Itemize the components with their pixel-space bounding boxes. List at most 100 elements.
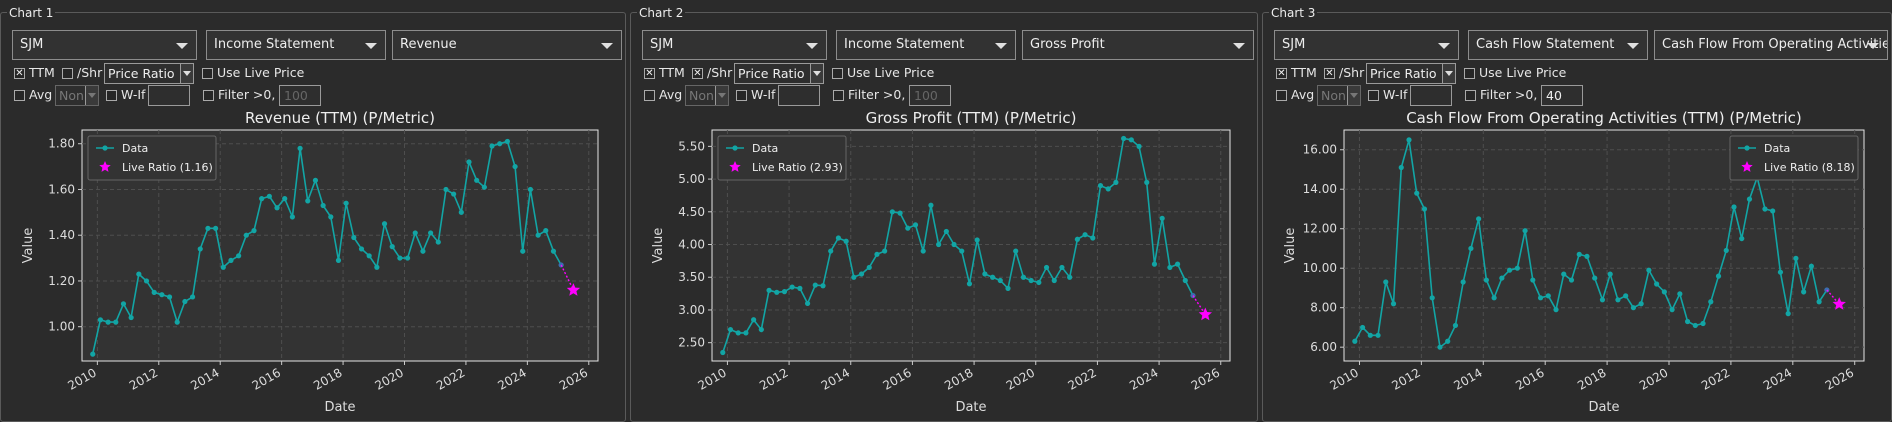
per-share-checkbox[interactable]: ✕ [692, 68, 703, 79]
data-point [1113, 179, 1119, 185]
filter-input[interactable]: 100 [279, 85, 321, 106]
data-point [228, 257, 234, 263]
live-price-checkbox[interactable] [202, 68, 213, 79]
chevron-down-icon [1627, 43, 1639, 49]
y-tick-label: 12.00 [1303, 222, 1337, 236]
metric-select[interactable]: Revenue [392, 30, 622, 60]
data-point [1777, 269, 1784, 275]
legend-data-marker [1744, 145, 1750, 151]
ticker-select[interactable]: SJM [12, 30, 197, 60]
chevron-down-icon [715, 86, 728, 105]
data-point [1036, 279, 1042, 286]
filter-input[interactable]: 100 [909, 85, 951, 106]
data-point [735, 330, 741, 336]
data-point [1082, 232, 1088, 238]
filter-checkbox[interactable] [833, 90, 844, 101]
filter-input[interactable]: 40 [1541, 85, 1583, 106]
data-point [1483, 277, 1489, 283]
statement-select[interactable]: Income Statement [206, 30, 386, 60]
data-point [1746, 196, 1753, 202]
data-point [943, 228, 949, 235]
data-point [358, 246, 365, 252]
avg-checkbox[interactable] [644, 90, 655, 101]
filter-checkbox[interactable] [1465, 90, 1476, 101]
data-point [1584, 253, 1590, 259]
y-tick-label: 8.00 [1310, 301, 1337, 315]
avg-checkbox[interactable] [1276, 90, 1287, 101]
avg-checkbox[interactable] [14, 90, 25, 101]
live-price-checkbox[interactable] [1464, 68, 1475, 79]
data-point [1646, 267, 1652, 273]
data-point [866, 264, 872, 271]
mode-select[interactable]: Price Ratio [104, 63, 194, 84]
live-price-checkbox[interactable] [832, 68, 843, 79]
mode-select[interactable]: Price Ratio [734, 63, 824, 84]
data-point [174, 319, 180, 325]
filter-checkbox[interactable] [203, 90, 214, 101]
data-point [550, 248, 557, 254]
x-tick-label: 2022 [1065, 365, 1098, 392]
ttm-checkbox[interactable]: ✕ [1276, 68, 1287, 79]
data-point [789, 284, 795, 290]
data-point [335, 257, 342, 263]
legend-live-ratio-label: Live Ratio (1.16) [122, 161, 213, 174]
data-point [1352, 338, 1358, 344]
data-point [1097, 183, 1104, 189]
y-axis-label: Value [1283, 228, 1298, 264]
metric-select-value: Gross Profit [1030, 37, 1105, 52]
data-point [1128, 137, 1134, 143]
filter-label: Filter >0, < [1480, 87, 1552, 102]
data-point [1762, 206, 1768, 212]
live-ratio-connector [560, 264, 575, 291]
chart-panel: Chart 3 SJM Cash Flow Statement Cash Flow F… [1262, 0, 1892, 422]
metric-select-value: Cash Flow From Operating Activities [1662, 37, 1888, 52]
y-tick-label: 16.00 [1303, 143, 1337, 157]
data-point [1615, 297, 1621, 303]
avg-select[interactable]: Non [1317, 85, 1361, 106]
data-point [1731, 204, 1737, 210]
avg-select[interactable]: Non [55, 85, 99, 106]
mode-select[interactable]: Price Ratio [1366, 63, 1456, 84]
data-series-line [1354, 139, 1828, 349]
x-tick-label: 2014 [819, 365, 852, 392]
data-point [205, 225, 211, 231]
data-point [1715, 273, 1722, 279]
panel-title: Chart 3 [1269, 6, 1318, 20]
data-point [435, 239, 441, 245]
what-if-label: W-If [751, 87, 776, 102]
metric-select[interactable]: Gross Profit [1022, 30, 1254, 60]
data-point [1167, 264, 1173, 271]
avg-label: Avg [659, 87, 683, 102]
data-point [97, 317, 104, 323]
data-point [1429, 295, 1435, 301]
statement-select[interactable]: Cash Flow Statement [1468, 30, 1648, 60]
y-tick-label: 1.60 [48, 182, 75, 196]
mode-select-value: Price Ratio [1370, 66, 1437, 81]
x-tick-label: 2010 [65, 365, 98, 392]
data-point [889, 209, 895, 215]
avg-select[interactable]: Non [685, 85, 729, 106]
ticker-select-value: SJM [20, 37, 44, 52]
what-if-checkbox[interactable] [1368, 90, 1379, 101]
statement-select[interactable]: Income Statement [836, 30, 1016, 60]
metric-select[interactable]: Cash Flow From Operating Activities [1654, 30, 1888, 60]
x-tick-label: 2014 [1451, 365, 1484, 392]
y-tick-label: 2.50 [678, 336, 705, 350]
y-tick-label: 10.00 [1303, 261, 1337, 275]
what-if-checkbox[interactable] [106, 90, 117, 101]
data-point [527, 186, 534, 193]
per-share-checkbox[interactable]: ✕ [1324, 68, 1335, 79]
ttm-checkbox[interactable]: ✕ [644, 68, 655, 79]
per-share-checkbox[interactable] [62, 68, 73, 79]
what-if-input[interactable] [778, 85, 820, 106]
data-point [743, 330, 749, 336]
data-point [936, 241, 942, 248]
what-if-checkbox[interactable] [736, 90, 747, 101]
ttm-checkbox[interactable]: ✕ [14, 68, 25, 79]
ticker-select[interactable]: SJM [642, 30, 827, 60]
what-if-input[interactable] [148, 85, 190, 106]
options-row-1: ✕ TTM/Shr Price Ratio Use Live Price [14, 63, 620, 85]
data-point [1020, 274, 1027, 280]
what-if-input[interactable] [1410, 85, 1452, 106]
ticker-select[interactable]: SJM [1274, 30, 1459, 60]
